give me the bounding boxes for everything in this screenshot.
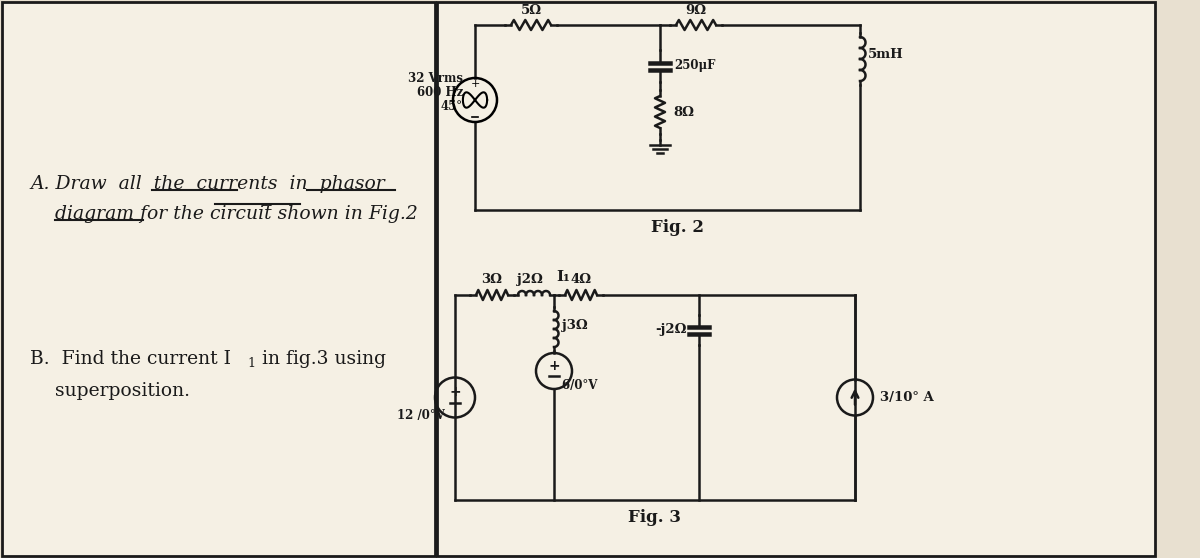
Bar bbox=[437, 2, 1154, 556]
Text: B.  Find the current I: B. Find the current I bbox=[30, 350, 230, 368]
Text: 3Ω: 3Ω bbox=[481, 273, 503, 286]
Text: 45°: 45° bbox=[442, 99, 463, 113]
Text: I₁: I₁ bbox=[556, 270, 570, 284]
Text: A. Draw  all  the  currents  in  phasor: A. Draw all the currents in phasor bbox=[30, 175, 385, 193]
Text: 4Ω: 4Ω bbox=[570, 273, 592, 286]
Text: 6/⁡0°V: 6/⁡0°V bbox=[562, 379, 598, 392]
Bar bbox=[2, 2, 436, 556]
Text: 1: 1 bbox=[247, 357, 256, 370]
Text: j3Ω: j3Ω bbox=[562, 319, 588, 331]
Text: 250μF: 250μF bbox=[674, 60, 715, 73]
Text: +: + bbox=[449, 386, 461, 400]
Text: 600 Hz: 600 Hz bbox=[416, 85, 463, 99]
Text: 5mH: 5mH bbox=[868, 49, 904, 61]
Text: j2Ω: j2Ω bbox=[517, 273, 542, 286]
Text: 12 /⁡0°V: 12 /⁡0°V bbox=[397, 410, 445, 422]
Text: Fig. 2: Fig. 2 bbox=[650, 219, 704, 236]
Text: 32 Vrms: 32 Vrms bbox=[408, 71, 463, 84]
Text: diagram for the circuit̅ shown in Fig.2: diagram for the circuit̅ shown in Fig.2 bbox=[55, 205, 418, 223]
Text: superposition.: superposition. bbox=[55, 382, 190, 400]
Text: -j2Ω: -j2Ω bbox=[655, 324, 686, 336]
Text: 8Ω: 8Ω bbox=[673, 105, 694, 118]
Text: Fig. 3: Fig. 3 bbox=[629, 509, 682, 526]
Text: +: + bbox=[470, 79, 480, 89]
Text: 9Ω: 9Ω bbox=[685, 4, 707, 17]
Text: +: + bbox=[548, 359, 560, 373]
Text: 3/⁡10° A: 3/⁡10° A bbox=[880, 391, 934, 404]
Text: in fig.3 using: in fig.3 using bbox=[256, 350, 386, 368]
Text: 5Ω: 5Ω bbox=[521, 4, 541, 17]
